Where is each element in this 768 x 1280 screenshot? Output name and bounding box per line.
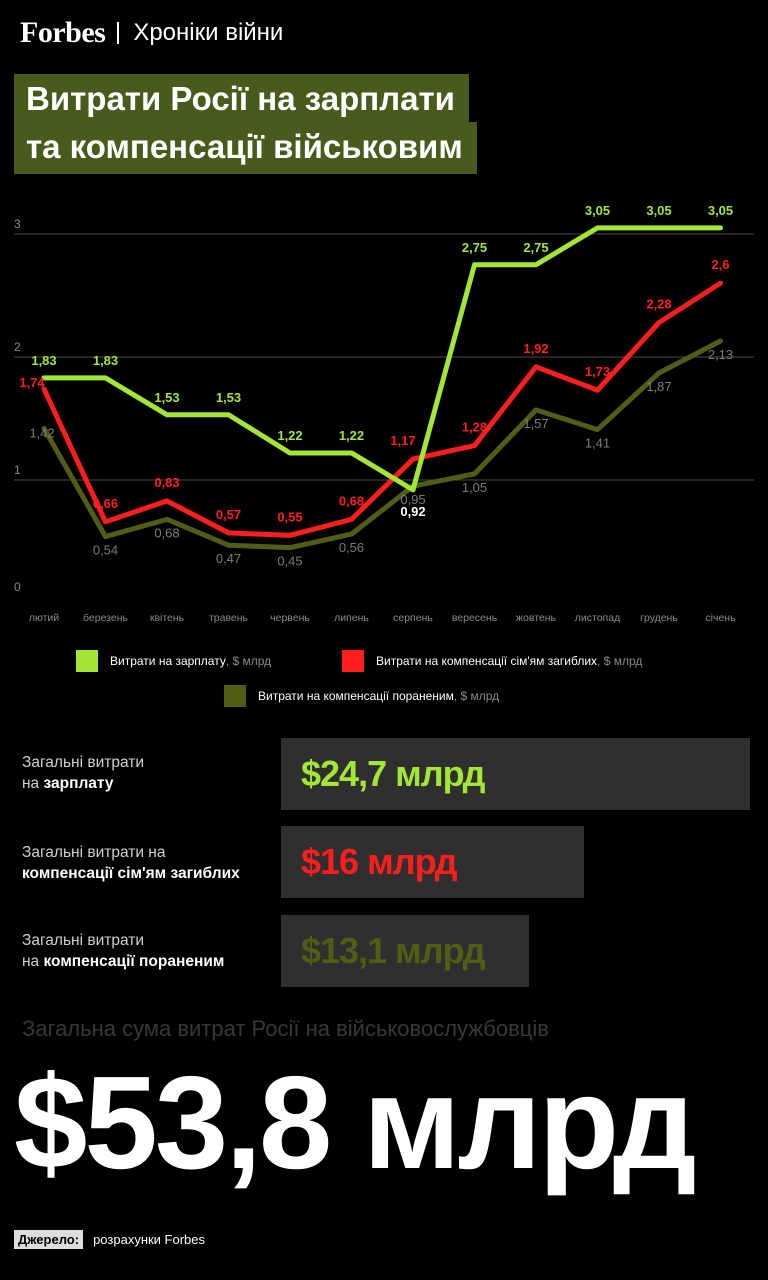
chart-title-line-1-box: Витрати Росії на зарплати — [14, 74, 469, 126]
data-label-series-0: 1,53 — [216, 390, 241, 405]
total-salary-label-line1: Загальні витрати — [22, 754, 144, 771]
data-label-series-1: 1,92 — [523, 341, 548, 356]
total-wounded-label-line1: Загальні витрати — [22, 932, 144, 949]
data-label-series-1: 0,68 — [339, 493, 364, 508]
data-label-series-1: 2,28 — [646, 297, 671, 312]
brand-header: Forbes Хроніки війни — [20, 16, 283, 50]
x-tick-label: квітень — [150, 612, 185, 624]
data-label-series-2: 1,87 — [646, 379, 671, 394]
x-tick-label: січень — [705, 612, 736, 624]
source-text: розрахунки Forbes — [93, 1232, 206, 1247]
total-wounded-value: $13,1 млрд — [281, 915, 529, 987]
chart-title-line-2-box: та компенсації військовим — [14, 122, 477, 174]
legend-unit-dead: , $ млрд — [597, 654, 643, 668]
data-label-series-2: 0,95 — [400, 492, 425, 507]
data-label-series-0: 1,83 — [31, 353, 56, 368]
total-dead-label: Загальні витрати на компенсації сім'ям з… — [22, 842, 240, 884]
total-salary-value: $24,7 млрд — [281, 738, 750, 810]
source-tag: Джерело: — [14, 1230, 84, 1249]
data-label-series-2: 1,05 — [462, 480, 487, 495]
data-label-series-1: 1,73 — [585, 364, 610, 379]
data-label-series-0: 2,75 — [523, 240, 548, 255]
grand-total-label: Загальна сума витрат Росії на військовос… — [22, 1016, 549, 1041]
data-label-series-2: 2,13 — [708, 347, 733, 362]
data-label-series-0: 3,05 — [646, 203, 671, 218]
header-divider — [117, 22, 120, 44]
x-tick-label: серпень — [393, 612, 433, 624]
forbes-logo: Forbes — [20, 16, 106, 49]
legend-item-wounded: Витрати на компенсації пораненим, $ млрд — [224, 685, 499, 707]
data-label-series-0: 1,53 — [154, 390, 179, 405]
series-line-0 — [41, 225, 723, 493]
data-label-series-2: 0,68 — [154, 525, 179, 540]
x-tick-label: травень — [209, 612, 249, 624]
data-label-series-1: 0,66 — [93, 496, 118, 511]
section-title: Хроніки війни — [133, 19, 284, 46]
legend-label-dead: Витрати на компенсації сім'ям загиблих — [376, 654, 598, 668]
total-dead-label-line1: Загальні витрати на — [22, 844, 166, 861]
data-label-series-1: 0,57 — [216, 507, 241, 522]
source-note: Джерело: розрахунки Forbes — [14, 1230, 205, 1249]
x-tick-label: вересень — [452, 612, 498, 624]
chart-title-line-2: та компенсації військовим — [14, 122, 477, 174]
x-tick-label: грудень — [640, 612, 678, 624]
data-label-series-2: 1,42 — [29, 425, 54, 440]
data-label-series-2: 0,56 — [339, 540, 364, 555]
data-label-series-2: 1,57 — [523, 416, 548, 431]
total-wounded-label-prefix: на — [22, 953, 44, 970]
y-tick-label-0: 0 — [14, 580, 21, 594]
total-wounded-label-bold: компенсації пораненим — [43, 953, 225, 970]
legend-unit-salary: , $ млрд — [225, 654, 272, 668]
data-label-series-2: 0,54 — [93, 543, 118, 558]
data-label-series-1: 1,28 — [462, 420, 487, 435]
data-label-series-1: 2,6 — [711, 257, 729, 272]
data-label-series-0: 0,92 — [400, 504, 425, 519]
total-dead-label-bold: компенсації сім'ям загиблих — [22, 865, 240, 882]
data-label-series-0: 2,75 — [462, 240, 487, 255]
legend-item-salary: Витрати на зарплату, $ млрд — [76, 650, 271, 672]
total-dead-value: $16 млрд — [281, 826, 584, 898]
chart-title-line-1: Витрати Росії на зарплати — [14, 74, 469, 126]
total-salary-label-prefix: на — [22, 775, 44, 792]
y-tick-label-3: 3 — [14, 217, 21, 231]
series-line-1 — [41, 280, 723, 538]
line-chart: 0 1 2 3 лютий березень квітень травень червень ли… — [14, 203, 754, 624]
legend-unit-wounded: , $ млрд — [453, 689, 500, 703]
legend-item-dead: Витрати на компенсації сім'ям загиблих, … — [342, 650, 642, 672]
legend-label-wounded: Витрати на компенсації пораненим — [258, 689, 454, 703]
series-line-2 — [41, 338, 723, 551]
data-label-series-2: 0,47 — [216, 551, 241, 566]
legend-swatch-wounded — [224, 685, 246, 707]
total-salary-label-bold: зарплату — [43, 775, 114, 792]
legend-swatch-salary — [76, 650, 98, 672]
x-tick-label: липень — [334, 612, 369, 624]
x-tick-label: березень — [83, 612, 129, 624]
data-label-series-1: 0,55 — [277, 509, 302, 524]
data-label-series-0: 1,22 — [339, 428, 364, 443]
grand-total-value: $53,8 млрд — [14, 1049, 697, 1196]
x-tick-label: листопад — [575, 612, 620, 624]
legend-swatch-dead — [342, 650, 364, 672]
data-label-series-0: 3,05 — [585, 203, 610, 218]
data-label-series-0: 3,05 — [708, 203, 733, 218]
x-tick-label: лютий — [29, 612, 59, 624]
data-label-series-0: 1,83 — [93, 353, 118, 368]
data-label-series-0: 1,22 — [277, 428, 302, 443]
data-label-series-1: 1,17 — [390, 433, 415, 448]
x-tick-label: червень — [270, 612, 310, 624]
legend-label-salary: Витрати на зарплату — [110, 654, 226, 668]
total-salary-label: Загальні витрати на зарплату — [22, 752, 144, 794]
total-wounded-label: Загальні витрати на компенсації поранени… — [22, 930, 224, 972]
data-label-series-2: 0,45 — [277, 554, 302, 569]
data-label-series-1: 0,83 — [154, 475, 179, 490]
x-tick-label: жовтень — [516, 612, 557, 624]
y-tick-label-2: 2 — [14, 340, 21, 354]
data-label-series-2: 1,41 — [585, 436, 610, 451]
data-label-series-1: 1,74 — [19, 375, 45, 390]
y-tick-label-1: 1 — [14, 463, 21, 477]
